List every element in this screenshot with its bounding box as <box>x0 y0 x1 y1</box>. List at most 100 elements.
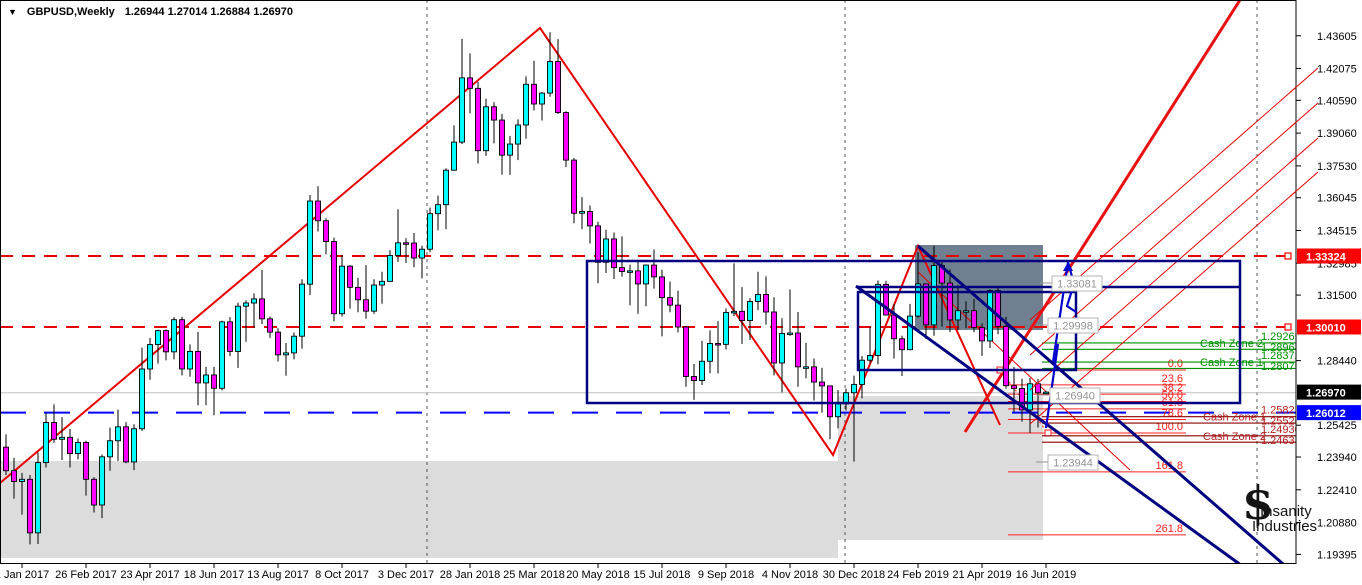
candle <box>1043 391 1049 395</box>
candle <box>499 119 505 156</box>
svg-text:50.0: 50.0 <box>1162 390 1183 402</box>
svg-text:1.37530: 1.37530 <box>1317 161 1357 173</box>
price-axis[interactable]: 1.43605 1.42075 1.40590 1.39060 1.37530 1.360… <box>1296 31 1357 562</box>
candle <box>403 242 409 245</box>
candle <box>483 106 489 152</box>
fib-anchor-marker <box>1044 429 1052 437</box>
svg-text:1.24930: 1.24930 <box>1261 424 1301 436</box>
candle <box>691 376 697 381</box>
candle <box>283 352 289 356</box>
symbol-dropdown-icon[interactable]: ▼ <box>8 7 17 17</box>
candle <box>683 326 689 377</box>
candle <box>51 422 57 440</box>
candle <box>291 335 297 354</box>
svg-text:23 Apr 2017: 23 Apr 2017 <box>120 569 179 581</box>
line-end-marker <box>1284 252 1292 260</box>
candle <box>467 77 473 89</box>
candle <box>1035 383 1041 394</box>
price-badge <box>1297 248 1361 264</box>
svg-text:1.28440: 1.28440 <box>1317 356 1357 368</box>
candle <box>235 305 241 352</box>
navy-structures[interactable] <box>585 244 1291 572</box>
svg-text:30 Dec 2018: 30 Dec 2018 <box>823 569 885 581</box>
candle <box>299 283 305 337</box>
svg-text:1.26012: 1.26012 <box>1306 408 1346 420</box>
date-axis[interactable]: 1 Jan 2017 26 Feb 2017 23 Apr 2017 18 Jun 2… <box>0 563 1076 581</box>
svg-text:20 May 2018: 20 May 2018 <box>566 569 630 581</box>
candle <box>651 264 657 278</box>
thick-red-trendline[interactable] <box>963 0 1242 433</box>
candle <box>435 204 441 215</box>
red-lines-axis-spill <box>1289 67 1319 197</box>
candle <box>363 299 369 312</box>
candle <box>587 211 593 227</box>
candle <box>379 280 385 286</box>
svg-text:13 Aug 2017: 13 Aug 2017 <box>247 569 309 581</box>
candle <box>787 332 793 335</box>
candle <box>227 321 233 352</box>
candle <box>475 87 481 152</box>
candle <box>555 61 561 114</box>
svg-text:1.28968: 1.28968 <box>1261 342 1301 354</box>
svg-text:1.40590: 1.40590 <box>1317 95 1357 107</box>
svg-text:26 Feb 2017: 26 Feb 2017 <box>55 569 117 581</box>
price-badge <box>1297 384 1361 400</box>
candle <box>67 436 73 455</box>
candle <box>75 442 81 455</box>
candle <box>891 314 897 340</box>
candle <box>211 374 217 389</box>
svg-text:100.0: 100.0 <box>1155 421 1183 433</box>
candle <box>859 359 865 385</box>
gray-price-labels[interactable]: 1.33081 1.29998 1.26940 1.23944 <box>1036 275 1103 471</box>
candle <box>723 311 729 345</box>
red-zigzag-trendline[interactable] <box>0 26 1001 484</box>
svg-text:1.26940: 1.26940 <box>1055 391 1095 403</box>
candle <box>539 92 545 105</box>
price-badges[interactable]: 1.33324 1.30010 1.26970 1.26012 <box>1284 248 1361 421</box>
watermark-line2: Industries <box>1252 518 1318 535</box>
svg-text:1.23940: 1.23940 <box>1317 452 1357 464</box>
arrow-up-icon <box>1063 262 1073 271</box>
candle <box>875 283 881 356</box>
svg-text:28 Jan 2018: 28 Jan 2018 <box>440 569 501 581</box>
svg-text:1.25526: 1.25526 <box>1261 416 1301 428</box>
candle <box>547 61 553 94</box>
candle <box>523 83 529 126</box>
candle <box>155 330 161 346</box>
candle <box>707 343 713 362</box>
candle <box>699 360 705 381</box>
svg-text:1.26970: 1.26970 <box>1306 388 1346 400</box>
candle <box>987 290 993 342</box>
candle <box>611 238 617 269</box>
candle <box>251 298 257 304</box>
svg-text:1.30010: 1.30010 <box>1306 322 1346 334</box>
candle <box>355 286 361 301</box>
svg-text:1 Jan 2017: 1 Jan 2017 <box>0 569 49 581</box>
price-badge <box>1297 405 1361 421</box>
svg-text:0.0: 0.0 <box>1168 358 1183 370</box>
candle <box>643 264 649 285</box>
svg-text:1.23944: 1.23944 <box>1053 458 1093 470</box>
candle <box>323 220 329 242</box>
svg-text:9 Sep 2018: 9 Sep 2018 <box>698 569 754 581</box>
candle <box>619 267 625 272</box>
candle <box>91 478 97 506</box>
svg-text:3 Dec 2017: 3 Dec 2017 <box>378 569 434 581</box>
candle <box>915 283 921 317</box>
candle <box>59 436 65 440</box>
svg-text:1.24633: 1.24633 <box>1261 435 1301 447</box>
candle <box>107 440 113 458</box>
svg-text:1.39060: 1.39060 <box>1317 128 1357 140</box>
candle <box>259 298 265 320</box>
candle <box>731 310 737 314</box>
candle <box>659 276 665 299</box>
candle <box>635 270 641 285</box>
candle <box>595 225 601 263</box>
candle <box>563 112 569 161</box>
candle <box>307 200 313 285</box>
ohlc-readout: 1.26944 1.27014 1.26884 1.26970 <box>124 6 293 18</box>
candle <box>811 366 817 383</box>
